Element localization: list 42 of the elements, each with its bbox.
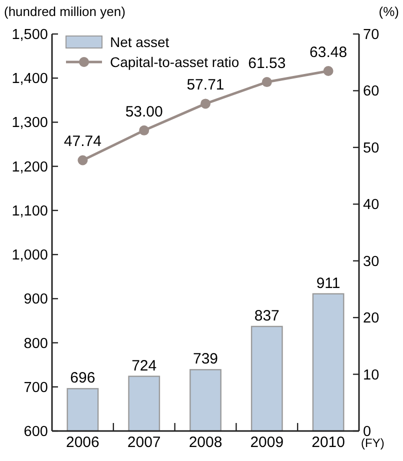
y2-tick-label: 40 — [363, 197, 380, 214]
y2-tick-label: 60 — [363, 84, 380, 100]
y-tick-label: 600 — [24, 424, 48, 440]
y-tick-label: 900 — [24, 292, 48, 308]
data-label: 724 — [132, 357, 157, 374]
y2-tick-label: 10 — [363, 367, 380, 384]
data-label: 61.53 — [248, 55, 286, 72]
point — [323, 66, 334, 76]
y2-tick-label: 50 — [363, 140, 380, 156]
y-tick-label: 1,400 — [12, 71, 48, 88]
legend-label: Capital-to-asset ratio — [110, 54, 240, 70]
data-label: 63.48 — [310, 44, 348, 61]
y-tick-label: 1,500 — [12, 27, 48, 43]
y2-tick-label: 20 — [363, 310, 380, 327]
y2-tick-label: 70 — [363, 27, 380, 43]
x-tick-label: 2007 — [127, 434, 161, 451]
data-label: 696 — [70, 370, 96, 387]
data-label: 739 — [192, 350, 218, 368]
point — [78, 155, 88, 166]
y-tick-label: 1,300 — [12, 115, 48, 132]
x-tick-label: 2006 — [66, 434, 100, 451]
data-label: 837 — [254, 307, 280, 324]
y-tick-label: 1,000 — [12, 248, 48, 264]
y-axis-title: (hundred million yen) — [4, 4, 126, 19]
x-tick-label: 2010 — [312, 434, 345, 451]
data-label: 57.71 — [186, 76, 224, 94]
point — [262, 77, 272, 88]
data-label: 911 — [316, 274, 340, 292]
x-tick-label: 2009 — [250, 434, 284, 451]
y-tick-label: 1,100 — [12, 203, 48, 220]
y-tick-label: 700 — [24, 380, 48, 396]
point — [139, 125, 150, 136]
data-label: 53.00 — [125, 103, 163, 120]
y-tick-label: 800 — [24, 336, 48, 352]
point — [200, 98, 210, 109]
x-tick-label: 2008 — [188, 434, 222, 451]
data-label: 47.74 — [64, 133, 102, 150]
legend-label: Net asset — [110, 34, 170, 50]
y-tick-label: 1,200 — [12, 159, 48, 176]
y2-axis-title: (%) — [378, 4, 399, 19]
y2-tick-label: 30 — [363, 254, 380, 270]
x-axis-title: (FY) — [361, 436, 384, 450]
